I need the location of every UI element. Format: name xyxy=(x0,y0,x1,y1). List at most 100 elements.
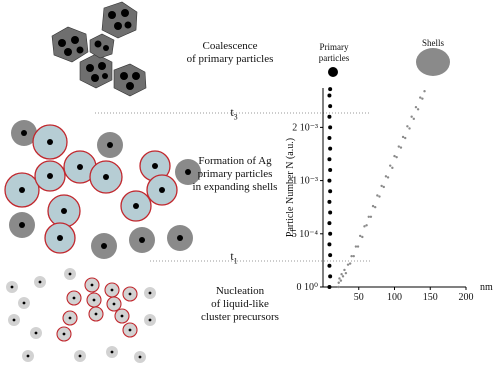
time-subscript: 1 xyxy=(233,256,238,266)
data-point xyxy=(328,125,333,130)
data-point xyxy=(328,274,333,279)
data-point xyxy=(348,262,352,265)
text-line: of primary particles xyxy=(186,53,274,65)
data-point xyxy=(423,89,426,93)
data-point xyxy=(354,245,358,248)
data-point xyxy=(416,108,420,111)
shell-cores xyxy=(19,130,191,249)
precursors xyxy=(6,268,156,363)
schematic xyxy=(4,1,370,363)
data-point xyxy=(346,263,350,266)
legend-label: Shells xyxy=(421,38,444,48)
data-point xyxy=(350,254,353,258)
data-point xyxy=(328,253,333,258)
data-point xyxy=(327,263,332,268)
data-point xyxy=(328,87,333,92)
legend-marker xyxy=(328,67,338,77)
text-line: in expanding shells xyxy=(192,181,278,193)
data-point xyxy=(337,285,340,289)
data-point xyxy=(367,215,370,218)
data-point xyxy=(410,115,413,118)
data-point xyxy=(343,268,346,272)
text-line: primary particles xyxy=(197,168,273,180)
data-point xyxy=(328,167,333,172)
data-point xyxy=(365,224,368,227)
data-point xyxy=(328,210,333,215)
data-point xyxy=(406,125,409,128)
data-point xyxy=(389,164,392,167)
text-line: of liquid-like xyxy=(211,298,269,310)
data-point xyxy=(371,204,375,208)
t3-label: t3 xyxy=(222,106,246,123)
t1-label: t1 xyxy=(222,250,246,267)
data-point xyxy=(327,285,332,289)
data-point xyxy=(393,154,396,158)
data-point xyxy=(373,205,377,209)
text-line: cluster precursors xyxy=(201,311,279,323)
precursor-dots xyxy=(10,272,152,359)
legend-marker xyxy=(416,48,450,76)
data-point xyxy=(421,97,424,100)
data-point xyxy=(328,104,333,109)
x-tick-label: 200 xyxy=(459,292,474,303)
data-point xyxy=(327,199,332,204)
data-point xyxy=(338,277,341,280)
data-point xyxy=(327,178,332,183)
data-point xyxy=(401,135,405,139)
data-point xyxy=(358,234,362,238)
y-tick-label: 1 10⁻³ xyxy=(292,176,318,187)
data-point xyxy=(395,155,398,159)
data-point xyxy=(339,279,343,282)
data-point xyxy=(419,96,422,99)
y-tick-label: 2 10⁻³ xyxy=(292,122,318,133)
x-axis-label: nm xyxy=(480,282,493,293)
data-point xyxy=(382,185,385,189)
legend-label: Primary particles xyxy=(318,42,350,63)
data-point xyxy=(352,254,355,258)
data-point xyxy=(380,184,383,188)
data-point xyxy=(328,146,333,151)
data-point xyxy=(378,195,381,198)
time-subscript: 3 xyxy=(233,112,238,122)
text-line: Coalescence xyxy=(202,40,258,52)
data-point xyxy=(386,176,390,179)
coalescence-label: Coalescence of primary particles xyxy=(160,40,300,66)
primary-dots xyxy=(58,9,140,90)
data-point xyxy=(408,127,411,130)
data-point xyxy=(361,235,364,239)
data-point xyxy=(414,105,418,109)
data-point xyxy=(327,242,332,247)
data-point xyxy=(404,136,407,140)
data-point xyxy=(369,215,373,218)
text-line: Formation of Ag xyxy=(198,155,272,167)
data-point xyxy=(327,136,332,141)
data-point xyxy=(337,281,340,284)
data-point xyxy=(341,275,345,278)
time-symbol: t xyxy=(230,249,234,263)
time-symbol: t xyxy=(230,105,234,119)
data-point xyxy=(412,117,416,121)
data-point xyxy=(356,245,360,248)
data-point xyxy=(344,271,348,275)
data-point xyxy=(327,114,332,119)
data-point xyxy=(328,189,333,194)
data-point xyxy=(328,231,333,236)
y-axis-label: Particle Number N (a.u.) xyxy=(285,138,296,237)
x-tick-label: 150 xyxy=(423,292,438,303)
data-point xyxy=(363,225,366,228)
y-tick-label: 5 10⁻⁴ xyxy=(292,229,319,240)
data-point xyxy=(327,157,332,162)
data-point xyxy=(376,194,379,197)
data-point xyxy=(340,273,343,276)
y-tick-label: 0 10⁰ xyxy=(296,282,318,293)
x-tick-label: 50 xyxy=(354,292,364,303)
data-point xyxy=(397,145,400,148)
text-line: Nucleation xyxy=(215,285,265,297)
x-tick-label: 100 xyxy=(387,292,402,303)
data-point xyxy=(327,221,332,226)
nucleation-label: Nucleation of liquid-like cluster precur… xyxy=(180,285,300,324)
data-point xyxy=(384,175,388,178)
chart: 0 10⁰ 5 10⁻⁴ 1 10⁻³ 2 10⁻³ 50 100 150 200 nm Part… xyxy=(285,48,493,303)
formation-label: Formation of Ag primary particles in exp… xyxy=(170,155,300,194)
